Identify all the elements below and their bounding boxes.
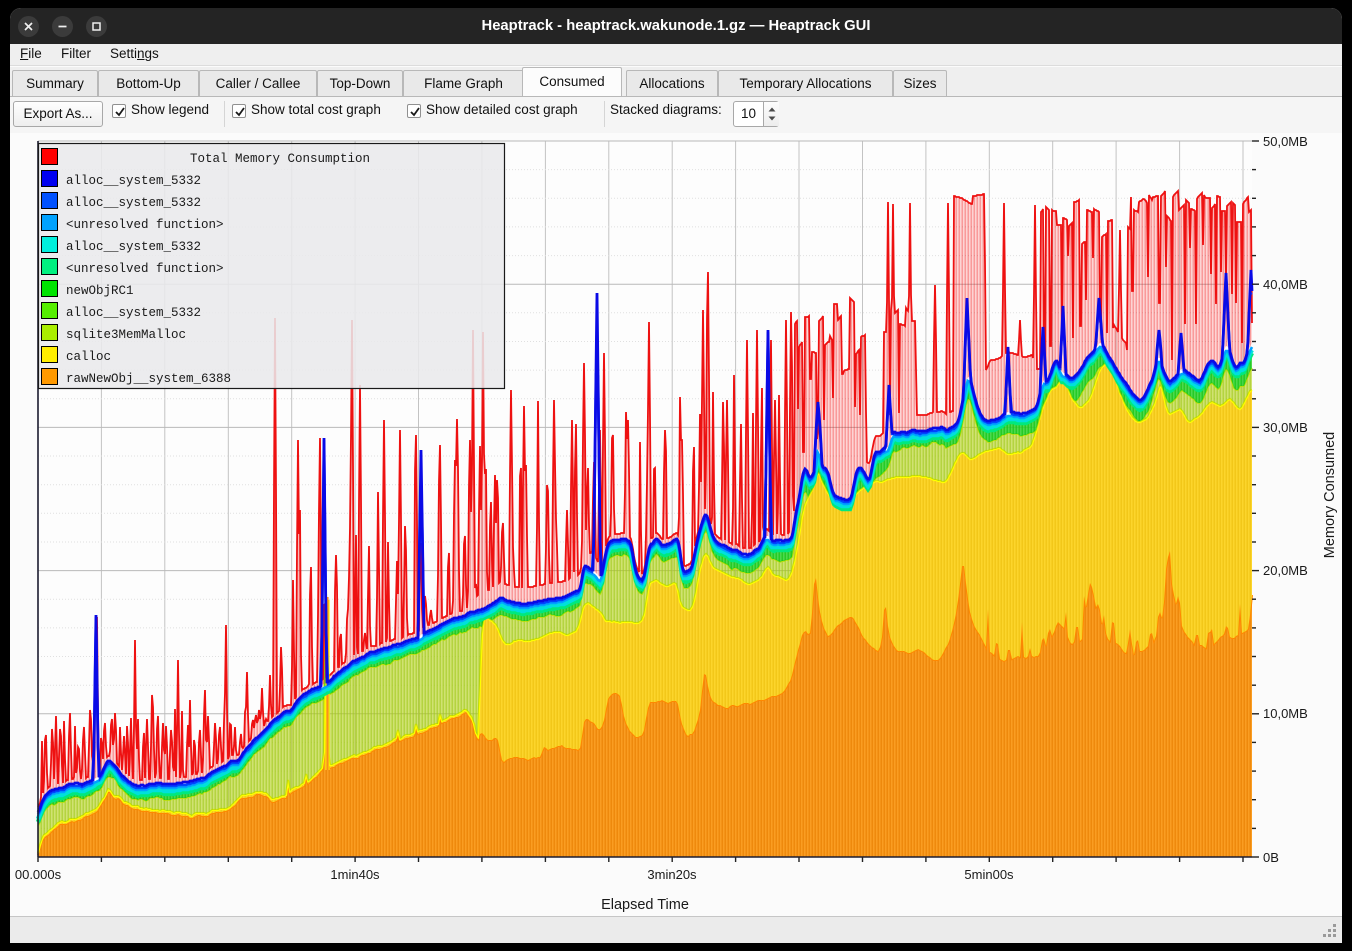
svg-text:40,0MB: 40,0MB: [1263, 277, 1308, 292]
svg-text:30,0MB: 30,0MB: [1263, 420, 1308, 435]
svg-text:newObjRC1: newObjRC1: [66, 284, 134, 298]
svg-text:50,0MB: 50,0MB: [1263, 134, 1308, 149]
svg-text:<unresolved function>: <unresolved function>: [66, 218, 224, 232]
svg-text:sqlite3MemMalloc: sqlite3MemMalloc: [66, 328, 186, 342]
svg-text:<unresolved function>: <unresolved function>: [66, 262, 224, 276]
svg-text:alloc__system_5332: alloc__system_5332: [66, 306, 201, 320]
svg-text:5min00s: 5min00s: [964, 867, 1014, 882]
svg-text:alloc__system_5332: alloc__system_5332: [66, 240, 201, 254]
svg-text:Memory Consumed: Memory Consumed: [1322, 432, 1338, 559]
svg-text:3min20s: 3min20s: [647, 867, 697, 882]
svg-text:10,0MB: 10,0MB: [1263, 706, 1308, 721]
svg-text:0B: 0B: [1263, 850, 1279, 865]
svg-text:00.000s: 00.000s: [15, 867, 62, 882]
svg-text:alloc__system_5332: alloc__system_5332: [66, 174, 201, 188]
svg-text:20,0MB: 20,0MB: [1263, 563, 1308, 578]
svg-text:calloc: calloc: [66, 350, 111, 364]
svg-text:Elapsed Time: Elapsed Time: [601, 897, 689, 913]
svg-text:Total Memory Consumption: Total Memory Consumption: [190, 152, 370, 166]
svg-text:rawNewObj__system_6388: rawNewObj__system_6388: [66, 372, 231, 386]
svg-text:1min40s: 1min40s: [330, 867, 380, 882]
svg-text:alloc__system_5332: alloc__system_5332: [66, 196, 201, 210]
